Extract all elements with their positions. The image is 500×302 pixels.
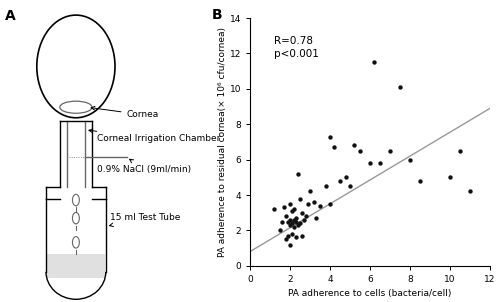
Point [288,221,296,226]
Point [278,219,286,224]
Point [350,143,358,148]
Point [286,242,294,247]
Point [376,161,384,165]
Text: B: B [212,8,222,22]
Point [286,223,294,227]
Point [286,201,294,206]
Point [282,214,290,219]
Point [336,178,344,183]
Point [276,228,284,233]
Point [326,201,334,206]
Point [298,210,306,215]
Point [416,178,424,183]
Point [282,237,290,242]
Point [446,175,454,180]
Point [370,60,378,65]
Y-axis label: PA adherence to residual cornea(× 10⁶ cfu/cornea): PA adherence to residual cornea(× 10⁶ cf… [218,27,226,257]
Point [300,217,308,222]
Point [356,148,364,153]
X-axis label: PA adherence to cells (bacteria/cell): PA adherence to cells (bacteria/cell) [288,289,452,298]
Point [284,219,292,224]
Text: Cornea: Cornea [91,106,159,119]
Point [296,196,304,201]
Point [288,232,296,236]
Point [330,145,338,150]
Text: 15 ml Test Tube: 15 ml Test Tube [110,213,181,226]
Text: R=0.78
p<0.001: R=0.78 p<0.001 [274,36,319,59]
Point [306,189,314,194]
Bar [47,254,104,278]
Point [316,203,324,208]
Point [290,217,298,222]
Point [322,184,330,188]
Point [346,184,354,188]
Point [294,223,302,227]
Text: 0.9% NaCl (9ml/min): 0.9% NaCl (9ml/min) [96,159,190,174]
Point [298,233,306,238]
Point [326,134,334,139]
Text: A: A [4,9,16,23]
Point [466,189,474,194]
Text: Corneal Irrigation Chamber: Corneal Irrigation Chamber [89,129,220,143]
Point [294,171,302,176]
Point [302,214,310,219]
Point [312,216,320,220]
Point [396,85,404,89]
Point [406,157,414,162]
Point [280,205,288,210]
Point [290,207,298,212]
Point [304,201,312,206]
Point [296,221,304,226]
Point [290,224,298,229]
Point [310,200,318,204]
Point [284,233,292,238]
Point [292,235,300,240]
Point [342,175,350,180]
Point [270,207,278,212]
Point [292,216,300,220]
Point [286,217,294,222]
Point [292,219,300,224]
Point [456,148,464,153]
Point [386,148,394,153]
Point [288,208,296,213]
Point [366,161,374,165]
